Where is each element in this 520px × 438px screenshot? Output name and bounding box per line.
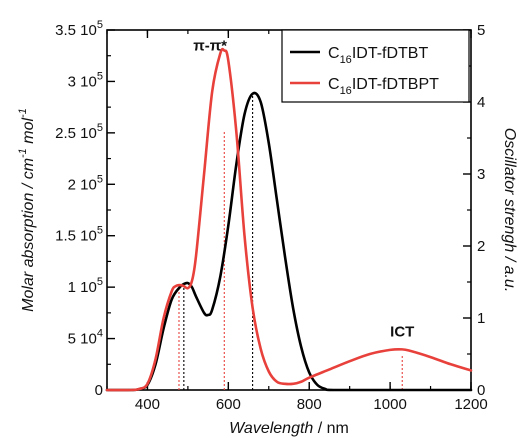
y-left-tick-label: 2 105 [68,173,103,193]
y-right-tick-label: 2 [477,238,485,255]
y-right-tick-label: 5 [477,22,485,39]
x-tick-label: 600 [216,396,241,413]
oscillator-sticks [178,94,403,390]
y-left-tick-mantissa: 3.5 10 [55,22,97,39]
y-left-tick-exponent: 5 [97,225,103,237]
y-right-tick-label: 1 [477,310,485,327]
annotation-ict: ICT [390,324,414,341]
x-tick-label: 1000 [373,396,406,413]
y-left-tick-mantissa: 1 10 [68,279,97,296]
legend-label: C16IDT-fDTBT [328,45,428,66]
y-left-tick-label: 5 104 [68,328,103,348]
y-left-tick-label: 1.5 105 [55,225,103,245]
y-right-tick-label: 4 [477,94,485,111]
legend-label-rest: IDT-fDTBPT [352,76,439,93]
y-left-tick-exponent: 5 [97,122,103,134]
annotations: π-π* ICT [193,38,414,341]
y-left-axis-title-sup1: -1 [17,148,29,158]
y-left-tick-mantissa: 0 [95,382,103,399]
y-left-tick-mantissa: 5 10 [68,331,97,348]
y-left-tick-mantissa: 3 10 [68,73,97,90]
y-left-tick-mantissa: 2 10 [68,176,97,193]
series-line-2 [105,47,473,392]
y-right-axis-title: Oscillator strengh / a.u. [501,128,518,293]
y-left-tick-label: 3 105 [68,70,103,90]
series-line-1 [105,91,473,392]
y-left-tick-mantissa: 1.5 10 [55,228,97,245]
x-axis-title-main: Wavelength [229,420,313,437]
x-tick-label: 800 [297,396,322,413]
y-left-tick-exponent: 5 [97,276,103,288]
y-left-axis-title-sup2: -1 [17,108,29,118]
x-axis-title: Wavelength / nm [229,420,349,437]
legend-label-prefix: C [328,45,340,62]
y-left-tick-mantissa: 2.5 10 [55,125,97,142]
y-left-axis-title-mid: mol [20,118,37,149]
legend-label: C16IDT-fDTBPT [328,76,439,97]
y-left-tick-exponent: 5 [97,70,103,82]
y-left-axis-title-main: Molar absorption / cm [20,158,37,312]
y-left-tick-label: 1 105 [68,276,103,296]
y-left-tick-label: 2.5 105 [55,122,103,142]
annotation-pi-pi: π-π* [193,38,227,55]
x-axis-title-unit: / nm [313,420,349,437]
y-right-tick-label: 0 [477,382,485,399]
y-right-tick-label: 3 [477,166,485,183]
y-left-tick-exponent: 4 [97,328,103,340]
legend-box [281,29,470,103]
y-left-tick-label: 0 [95,382,103,399]
y-left-tick-exponent: 5 [97,173,103,185]
x-tick-label: 1200 [454,396,487,413]
x-tick-label: 400 [135,396,160,413]
legend-label-sub: 16 [340,54,352,66]
legend-label-rest: IDT-fDTBT [352,45,429,62]
y-left-axis-title: Molar absorption / cm-1 mol-1 [17,108,37,312]
legend-label-sub: 16 [340,85,352,97]
y-left-tick-exponent: 5 [97,19,103,31]
legend-label-prefix: C [328,76,340,93]
series-lines [105,47,473,392]
y-left-tick-label: 3.5 105 [55,19,103,39]
